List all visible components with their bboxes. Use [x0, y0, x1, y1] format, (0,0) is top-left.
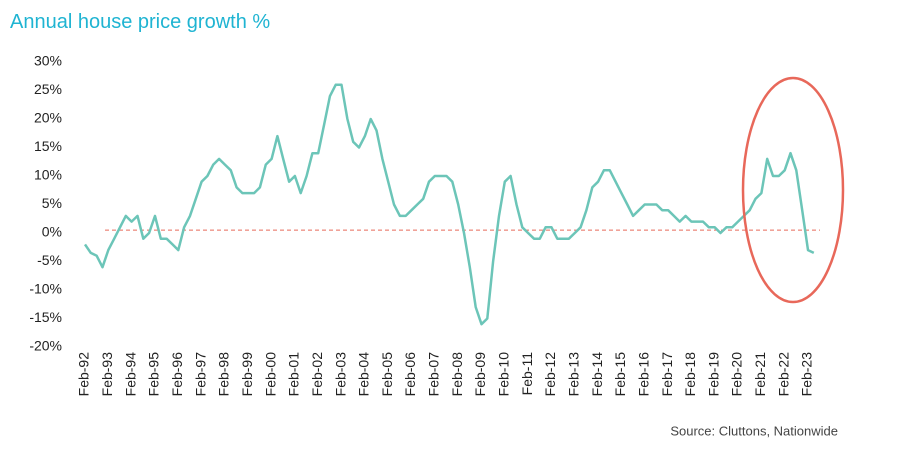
- x-tick-label: Feb-99: [239, 352, 255, 397]
- y-tick-label: -10%: [29, 281, 62, 297]
- x-tick-label: Feb-98: [216, 352, 232, 397]
- x-tick-label: Feb-95: [146, 352, 162, 397]
- x-tick-label: Feb-11: [519, 352, 535, 396]
- x-tick-label: Feb-23: [799, 352, 815, 397]
- x-tick-label: Feb-96: [169, 352, 185, 397]
- highlight-circle: [741, 76, 845, 304]
- x-tick-label: Feb-03: [332, 352, 348, 397]
- x-tick-label: Feb-08: [449, 352, 465, 397]
- x-tick-label: Feb-07: [426, 352, 442, 397]
- x-tick-label: Feb-94: [122, 352, 138, 397]
- x-tick-label: Feb-00: [262, 352, 278, 397]
- x-tick-label: Feb-97: [192, 352, 208, 397]
- x-tick-label: Feb-09: [472, 352, 488, 397]
- y-tick-label: 20%: [34, 110, 62, 126]
- x-tick-label: Feb-13: [565, 352, 581, 397]
- x-tick-label: Feb-92: [76, 352, 92, 397]
- x-tick-label: Feb-17: [659, 352, 675, 397]
- x-tick-label: Feb-06: [402, 352, 418, 397]
- chart-title: Annual house price growth %: [10, 11, 270, 33]
- x-tick-label: Feb-18: [682, 352, 698, 397]
- x-tick-label: Feb-05: [379, 352, 395, 397]
- source-note: Source: Cluttons, Nationwide: [670, 423, 838, 438]
- x-tick-label: Feb-20: [729, 352, 745, 397]
- y-tick-label: -15%: [29, 309, 62, 325]
- x-tick-label: Feb-04: [356, 352, 372, 397]
- x-tick-label: Feb-93: [99, 352, 115, 397]
- x-tick-label: Feb-22: [775, 352, 791, 397]
- y-tick-label: 30%: [34, 53, 62, 69]
- y-tick-label: -20%: [29, 338, 62, 354]
- x-tick-label: Feb-01: [286, 352, 302, 397]
- x-tick-label: Feb-15: [612, 352, 628, 397]
- y-tick-label: 10%: [34, 167, 62, 183]
- data-line: [83, 83, 815, 326]
- x-tick-label: Feb-21: [752, 352, 768, 397]
- y-tick-label: -5%: [37, 252, 62, 268]
- x-tick-label: Feb-14: [589, 352, 605, 397]
- x-tick-label: Feb-10: [496, 352, 512, 397]
- y-tick-label: 0%: [42, 224, 62, 240]
- x-tick-label: Feb-12: [542, 352, 558, 397]
- x-tick-label: Feb-02: [309, 352, 325, 397]
- y-tick-label: 25%: [34, 81, 62, 97]
- x-tick-label: Feb-16: [635, 352, 651, 397]
- y-tick-label: 5%: [42, 195, 62, 211]
- x-tick-label: Feb-19: [705, 352, 721, 397]
- y-tick-label: 15%: [34, 138, 62, 154]
